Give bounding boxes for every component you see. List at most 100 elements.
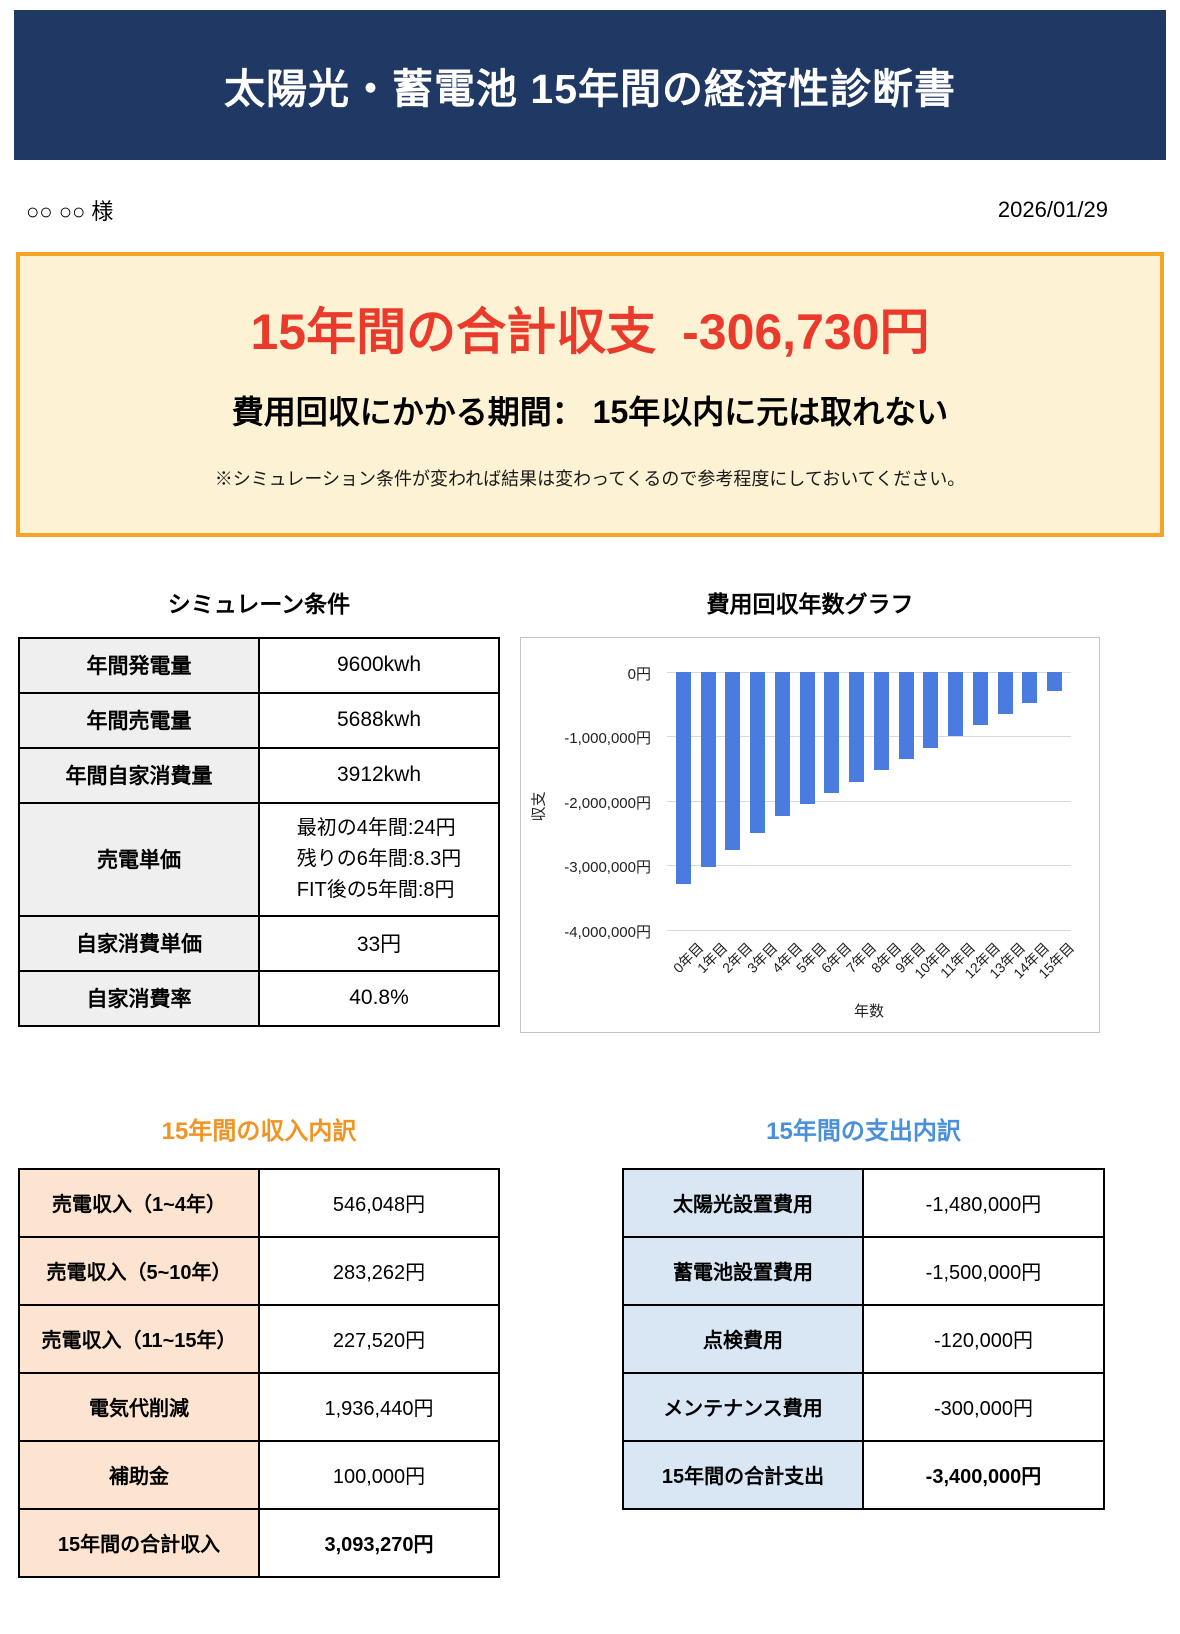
chart-bar <box>1022 671 1038 703</box>
expense-total-row: 15年間の合計支出 -3,400,000円 <box>622 1439 1105 1510</box>
table-row: 補助金 100,000円 <box>18 1439 500 1510</box>
income-label: 補助金 <box>18 1439 260 1510</box>
expense-heading: 15年間の支出内訳 <box>766 1117 961 1145</box>
chart-gridline <box>667 671 1071 673</box>
chart-x-ticks: 0年目 1年目 2年目 3年目 4年目 5年目 6年目 7年目 8年目 9年目 10年目 11年目 12… <box>667 932 1077 996</box>
table-row: 自家消費単価 33円 <box>18 914 500 972</box>
meta-row: ○○ ○○ 様 2026/01/29 <box>0 194 1180 226</box>
chart-bar-slot <box>968 671 993 930</box>
condition-label: 自家消費率 <box>18 969 260 1027</box>
expense-label: 太陽光設置費用 <box>622 1167 864 1238</box>
expense-table: 太陽光設置費用 -1,480,000円 蓄電池設置費用 -1,500,000円 … <box>622 1167 1105 1510</box>
condition-value: 9600kwh <box>258 636 500 694</box>
table-row: 年間売電量 5688kwh <box>18 691 500 749</box>
chart-bar-slot <box>919 671 944 930</box>
breakdown-section: 15年間の収入内訳 売電収入（1~4年） 546,048円 売電収入（5~10年… <box>18 1111 1180 1578</box>
income-label: 売電収入（1~4年） <box>18 1167 260 1238</box>
chart-bar <box>972 671 988 726</box>
y-tick-label: -1,000,000円 <box>564 730 651 747</box>
income-value: 546,048円 <box>258 1167 500 1238</box>
summary-note: ※シミュレーション条件が変われば結果は変わってくるので参考程度にしておいてくださ… <box>214 468 966 489</box>
condition-value: 40.8% <box>258 969 500 1027</box>
income-breakdown-section: 15年間の収入内訳 売電収入（1~4年） 546,048円 売電収入（5~10年… <box>18 1111 500 1578</box>
condition-label: 年間売電量 <box>18 691 260 749</box>
chart-bar <box>997 671 1013 714</box>
condition-label: 売電単価 <box>18 801 260 917</box>
income-value: 1,936,440円 <box>258 1371 500 1442</box>
chart-plot <box>667 671 1071 931</box>
middle-section: シミュレーン条件 年間発電量 9600kwh 年間売電量 5688kwh 年間自… <box>18 585 1180 1033</box>
income-label: 売電収入（5~10年） <box>18 1235 260 1306</box>
expense-value: -1,500,000円 <box>862 1235 1105 1306</box>
chart-bar-slot <box>844 671 869 930</box>
chart-gridline <box>667 865 1071 866</box>
income-total-row: 15年間の合計収入 3,093,270円 <box>18 1507 500 1578</box>
chart-bar-slot <box>820 671 845 930</box>
chart-bar <box>1047 671 1063 692</box>
chart-gridline <box>667 736 1071 737</box>
x-tick-slot: 7年目 <box>843 932 880 996</box>
chart-bar <box>923 671 939 748</box>
chart-bar-slot <box>745 671 770 930</box>
y-tick-label: -3,000,000円 <box>564 859 651 876</box>
table-row: 年間発電量 9600kwh <box>18 636 500 694</box>
table-row: 蓄電池設置費用 -1,500,000円 <box>622 1235 1105 1306</box>
expense-label: メンテナンス費用 <box>622 1371 864 1442</box>
chart-title: 費用回収年数グラフ <box>706 590 914 617</box>
total-balance-line: 15年間の合計収支 -306,730円 <box>30 306 1150 359</box>
chart-gridline <box>667 800 1071 802</box>
summary-box: 15年間の合計収支 -306,730円 費用回収にかかる期間： 15年以内に元は取… <box>16 252 1164 537</box>
conditions-heading: シミュレーン条件 <box>167 590 351 617</box>
chart-bar <box>725 671 741 851</box>
income-heading: 15年間の収入内訳 <box>161 1117 357 1145</box>
condition-value: 最初の4年間:24円 残りの6年間:8.3円 FIT後の5年間:8円 <box>258 801 500 917</box>
x-tick-slot: 2年目 <box>719 932 756 996</box>
table-row: 売電収入（11~15年） 227,520円 <box>18 1303 500 1374</box>
chart-bar-slot <box>993 671 1018 930</box>
chart-bar <box>700 671 716 868</box>
chart-bar-slot <box>671 671 696 930</box>
chart-bar <box>898 671 914 759</box>
expense-label: 蓄電池設置費用 <box>622 1235 864 1306</box>
payback-period-text: 費用回収にかかる期間： 15年以内に元は取れない <box>231 393 949 430</box>
income-table: 売電収入（1~4年） 546,048円 売電収入（5~10年） 283,262円… <box>18 1167 500 1578</box>
chart-gridline <box>667 929 1071 931</box>
expense-total-label: 15年間の合計支出 <box>622 1439 864 1510</box>
income-value: 227,520円 <box>258 1303 500 1374</box>
condition-label: 年間自家消費量 <box>18 746 260 804</box>
chart-y-ticks: 0円 -1,000,000円 -2,000,000円 -3,000,000円 -4,00… <box>521 666 659 941</box>
simulation-conditions-section: シミュレーン条件 年間発電量 9600kwh 年間売電量 5688kwh 年間自… <box>18 585 500 1033</box>
chart-bar-slot <box>770 671 795 930</box>
expense-label: 点検費用 <box>622 1303 864 1374</box>
income-value: 100,000円 <box>258 1439 500 1510</box>
chart-bar-slot <box>894 671 919 930</box>
expense-value: -1,480,000円 <box>862 1167 1105 1238</box>
chart-bar-slot <box>696 671 721 930</box>
chart-bar <box>675 671 691 885</box>
chart-bar-slot <box>795 671 820 930</box>
table-row: 年間自家消費量 3912kwh <box>18 746 500 804</box>
condition-label: 自家消費単価 <box>18 914 260 972</box>
chart-bar <box>849 671 865 782</box>
chart-bar <box>750 671 766 833</box>
income-total-value: 3,093,270円 <box>258 1507 500 1578</box>
table-row: 太陽光設置費用 -1,480,000円 <box>622 1167 1105 1238</box>
report-title: 太陽光・蓄電池 15年間の経済性診断書 <box>224 66 956 112</box>
chart-bar <box>799 671 815 805</box>
chart-bar-slot <box>869 671 894 930</box>
income-value: 283,262円 <box>258 1235 500 1306</box>
table-row: 売電単価 最初の4年間:24円 残りの6年間:8.3円 FIT後の5年間:8円 <box>18 801 500 917</box>
x-tick-slot: 6年目 <box>818 932 855 996</box>
chart-x-axis-title: 年数 <box>853 1002 884 1020</box>
income-total-label: 15年間の合計収入 <box>18 1507 260 1578</box>
table-row: メンテナンス費用 -300,000円 <box>622 1371 1105 1442</box>
chart-bars <box>667 671 1071 930</box>
total-balance-label: 15年間の合計収支 <box>250 304 657 360</box>
x-tick-slot: 3年目 <box>744 932 781 996</box>
condition-value: 33円 <box>258 914 500 972</box>
table-row: 点検費用 -120,000円 <box>622 1303 1105 1374</box>
chart-bar <box>824 671 840 794</box>
sell-price-line-1: 最初の4年間:24円 <box>296 816 456 839</box>
sell-price-line-3: FIT後の5年間:8円 <box>296 878 455 901</box>
y-tick-label: -2,000,000円 <box>564 794 651 812</box>
